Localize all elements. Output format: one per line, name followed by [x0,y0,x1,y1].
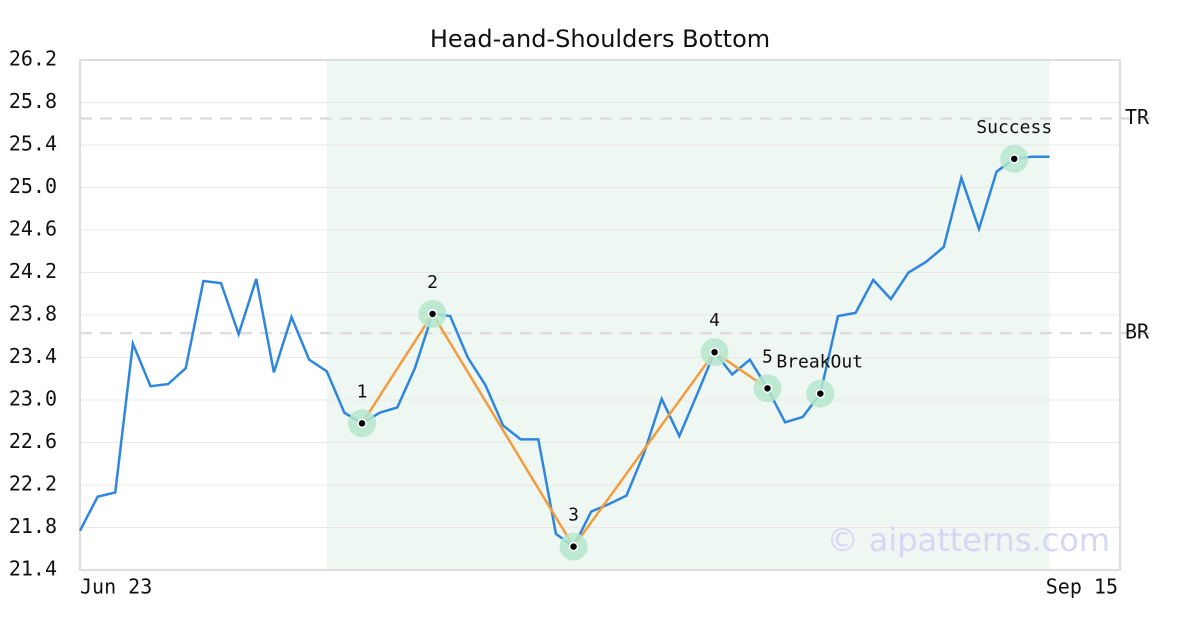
y-tick-label: 21.4 [9,557,57,581]
y-tick-label: 25.0 [9,174,57,198]
y-tick-label: 26.2 [9,47,57,71]
pattern-point [427,309,438,319]
pattern-point [709,347,720,357]
level-label: BR [1125,320,1150,344]
signal-point [1009,154,1019,164]
pattern-point [357,418,367,429]
y-tick-label: 24.6 [9,217,57,241]
x-tick-label: Sep 15 [1046,575,1118,599]
y-tick-label: 25.4 [9,132,57,156]
y-tick-label: 25.8 [9,89,57,113]
plot-border [79,59,1121,571]
y-tick-label: 21.8 [9,514,57,538]
y-tick-label: 22.2 [9,472,57,496]
y-tick-label: 23.4 [9,344,57,368]
chart-title: Head-and-Shoulders Bottom [430,25,770,53]
signal-point [815,388,826,399]
pattern-point-label: 3 [568,505,579,526]
signal-point-label: BreakOut [776,352,863,373]
pattern-point [568,541,579,552]
y-tick-label: 24.2 [9,259,57,283]
signal-point-label: Success [976,117,1052,138]
pattern-point [762,383,773,394]
pattern-point-label: 1 [357,381,368,402]
level-label: TR [1125,105,1150,129]
pattern-point-label: 5 [762,346,773,367]
y-tick-label: 23.0 [9,387,57,411]
y-tick-label: 22.6 [9,429,57,453]
pattern-point-label: 4 [709,310,720,331]
pattern-point-label: 2 [427,272,438,293]
x-tick-label: Jun 23 [80,575,152,599]
y-tick-label: 23.8 [9,302,57,326]
watermark: © aipatterns.com [827,521,1110,559]
